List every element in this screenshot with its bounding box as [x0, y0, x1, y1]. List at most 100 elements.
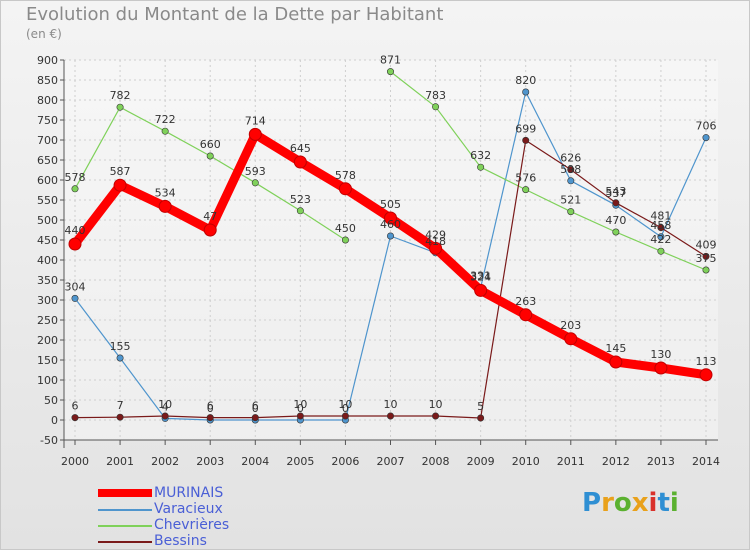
- y-tick-label: 350: [37, 274, 58, 287]
- data-label: 5: [477, 400, 484, 413]
- y-tick-label: 900: [37, 54, 58, 67]
- data-point: [386, 68, 394, 76]
- x-tick-label: 2004: [241, 455, 269, 468]
- data-point: [702, 252, 710, 260]
- data-label: 714: [245, 114, 266, 127]
- data-point: [657, 224, 665, 232]
- data-label: 10: [293, 398, 307, 411]
- y-tick-label: 400: [37, 254, 58, 267]
- data-label: 324: [470, 270, 491, 283]
- data-point: [71, 185, 79, 193]
- data-point: [432, 412, 440, 420]
- data-label: 440: [65, 224, 86, 237]
- y-tick-label: 500: [37, 214, 58, 227]
- x-tick-label: 2012: [602, 455, 630, 468]
- data-point: [522, 136, 530, 144]
- data-point: [161, 127, 169, 135]
- data-point: [113, 178, 127, 192]
- data-point: [386, 412, 394, 420]
- data-label: 0: [207, 402, 214, 415]
- data-point: [474, 283, 488, 297]
- x-tick-label: 2014: [692, 455, 720, 468]
- data-point: [477, 163, 485, 171]
- chart-unit: (en €): [26, 27, 62, 41]
- data-label: 429: [425, 228, 446, 241]
- legend-label: MURINAIS: [154, 485, 224, 501]
- data-label: 0: [297, 402, 304, 415]
- data-point: [341, 412, 349, 420]
- y-tick-label: 700: [37, 134, 58, 147]
- data-point: [251, 179, 259, 187]
- data-label: 10: [384, 398, 398, 411]
- x-tick-label: 2006: [331, 455, 359, 468]
- data-label: 537: [605, 187, 626, 200]
- data-label: 409: [696, 238, 717, 251]
- chart-title: Evolution du Montant de la Dette par Hab…: [26, 4, 444, 25]
- data-label: 587: [110, 165, 131, 178]
- x-tick-label: 2000: [61, 455, 89, 468]
- data-point: [609, 355, 623, 369]
- data-point: [338, 182, 352, 196]
- y-tick-label: 850: [37, 74, 58, 87]
- data-label: 660: [200, 138, 221, 151]
- data-label: 505: [380, 198, 401, 211]
- x-tick-label: 2003: [196, 455, 224, 468]
- data-point: [384, 211, 397, 225]
- series-layer: [68, 68, 713, 424]
- data-point: [386, 232, 394, 240]
- y-axis-ticks: -50 0 50 100 150 200 250 300 350 400 450 500 550 600 6…: [37, 54, 65, 448]
- data-label: 263: [515, 295, 536, 308]
- y-tick-label: -50: [40, 434, 58, 447]
- data-label: 0: [252, 402, 259, 415]
- data-point: [429, 241, 443, 255]
- data-point: [612, 199, 620, 207]
- data-label: 375: [696, 252, 717, 265]
- data-label: 521: [560, 194, 581, 207]
- data-point: [116, 413, 124, 421]
- data-point: [293, 155, 307, 169]
- data-label: 203: [560, 319, 581, 332]
- y-tick-label: 450: [37, 234, 58, 247]
- legend-swatch: [98, 509, 152, 511]
- data-point: [248, 127, 262, 141]
- data-label: 523: [290, 193, 311, 206]
- data-label: 578: [335, 169, 356, 182]
- data-point: [702, 134, 710, 142]
- data-label: 578: [65, 171, 86, 184]
- data-label: 418: [425, 235, 446, 248]
- data-point: [251, 414, 259, 422]
- data-point: [702, 266, 710, 274]
- logo-letter: i: [648, 488, 658, 518]
- x-tick-label: 2005: [286, 455, 314, 468]
- y-tick-label: 200: [37, 334, 58, 347]
- legend-swatch: [98, 541, 152, 543]
- data-label: 598: [560, 163, 581, 176]
- data-label: 6: [72, 400, 79, 413]
- logo-letter: r: [601, 488, 614, 518]
- legend-swatch: [98, 489, 152, 497]
- data-point: [71, 294, 79, 302]
- data-label: 576: [515, 172, 536, 185]
- logo-letter: o: [613, 488, 632, 518]
- data-point: [296, 412, 304, 420]
- legend-label: Bessins: [154, 533, 207, 549]
- data-label: 626: [560, 152, 581, 165]
- data-label: 782: [110, 89, 131, 102]
- data-point: [477, 414, 485, 422]
- logo-letter: i: [669, 488, 679, 518]
- y-tick-label: 650: [37, 154, 58, 167]
- y-tick-label: 0: [51, 414, 58, 427]
- data-point: [522, 186, 530, 194]
- data-label: 460: [380, 218, 401, 231]
- data-label: 820: [515, 74, 536, 87]
- data-point: [567, 166, 575, 174]
- x-tick-label: 2008: [422, 455, 450, 468]
- data-label: 871: [380, 54, 401, 67]
- data-label: 699: [515, 122, 536, 135]
- data-label: 450: [335, 222, 356, 235]
- x-tick-label: 2007: [377, 455, 405, 468]
- data-point: [567, 208, 575, 216]
- data-point: [564, 332, 578, 346]
- data-label: 4: [162, 400, 169, 413]
